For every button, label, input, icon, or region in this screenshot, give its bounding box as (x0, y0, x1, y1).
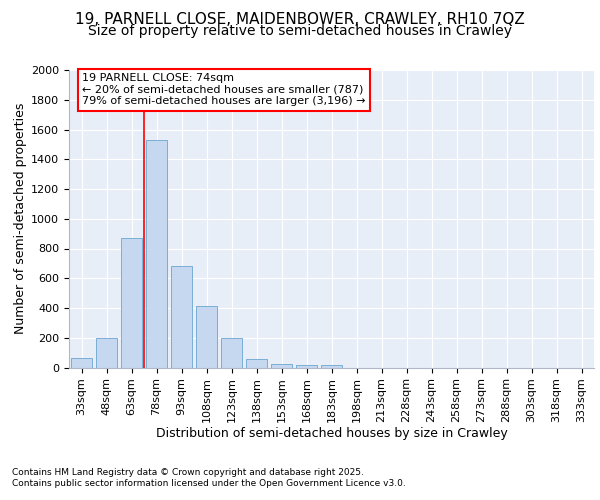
Bar (246, 360, 267, 368)
Bar (96, 338, 117, 368)
Bar (296, 364, 317, 368)
X-axis label: Distribution of semi-detached houses by size in Crawley: Distribution of semi-detached houses by … (155, 426, 508, 440)
Bar (321, 364, 342, 368)
Text: 19, PARNELL CLOSE, MAIDENBOWER, CRAWLEY, RH10 7QZ: 19, PARNELL CLOSE, MAIDENBOWER, CRAWLEY,… (75, 12, 525, 28)
Bar (271, 364, 292, 368)
Text: Size of property relative to semi-detached houses in Crawley: Size of property relative to semi-detach… (88, 24, 512, 38)
Bar (146, 140, 167, 368)
Y-axis label: Number of semi-detached properties: Number of semi-detached properties (14, 103, 27, 334)
Bar (171, 266, 192, 368)
Bar (121, 238, 142, 368)
Bar (196, 306, 217, 368)
Text: Contains HM Land Registry data © Crown copyright and database right 2025.
Contai: Contains HM Land Registry data © Crown c… (12, 468, 406, 487)
Text: 19 PARNELL CLOSE: 74sqm
← 20% of semi-detached houses are smaller (787)
79% of s: 19 PARNELL CLOSE: 74sqm ← 20% of semi-de… (82, 73, 365, 106)
Bar (221, 338, 242, 368)
Bar (71, 358, 92, 368)
